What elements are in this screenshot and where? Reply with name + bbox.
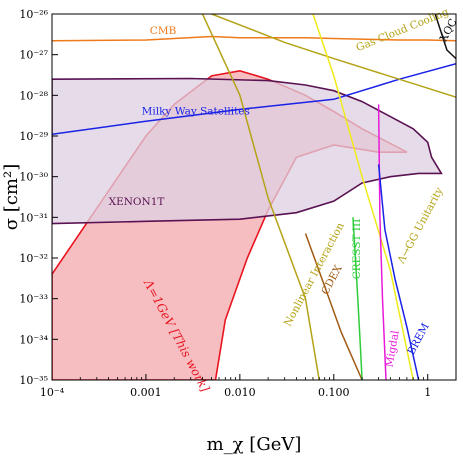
series-migdal [377,104,387,380]
series-cmb [52,35,456,42]
y-tick-label: 10⁻²⁹ [19,130,48,143]
y-axis-label: σ [cm²] [1,164,22,230]
x-tick-label: 1 [424,386,431,399]
annotation-xenon1t: XENON1T [109,196,165,208]
series-gas-cloud-cooling [211,14,456,98]
series-brem [377,164,420,380]
y-tick-label: 10⁻³¹ [19,211,48,224]
x-tick-label: 10⁻⁴ [40,386,65,399]
y-tick-label: 10⁻³⁴ [19,333,48,346]
y-tick-label: 10⁻²⁷ [19,49,48,62]
series-xqc [434,14,456,60]
series-layer [52,14,456,380]
y-tick-label: 10⁻³⁵ [19,374,48,387]
y-tick-label: 10⁻³³ [19,293,48,306]
annotation-cresst-iii: CRESST III [351,219,363,280]
series-nonlinear-interaction [201,14,320,380]
plot-frame [51,13,457,381]
y-tick-label: 10⁻³² [19,252,48,265]
x-axis-label: m_χ [GeV] [207,434,302,455]
series-cresst-iii [352,217,363,380]
annotation-cmb: CMB [150,25,177,37]
y-tick-label: 10⁻³⁰ [19,171,48,184]
tick-layer: 10⁻⁴ 0.001 0.010 0.100 1 10⁻³⁵ 10⁻³⁴ 10⁻³³ 10⁻³²… [19,8,457,399]
series-gg-unitarity [312,14,414,380]
x-tick-label: 0.010 [224,386,256,399]
series-milky-way-satellites [52,62,456,136]
x-tick-label: 0.001 [130,386,162,399]
y-tick-label: 10⁻²⁸ [19,89,48,102]
x-tick-label: 0.100 [318,386,350,399]
series-cdex [304,233,363,380]
annotation-milky-way-satellites: Milky Way Satellites [142,105,250,117]
y-tick-label: 10⁻²⁶ [19,8,48,21]
